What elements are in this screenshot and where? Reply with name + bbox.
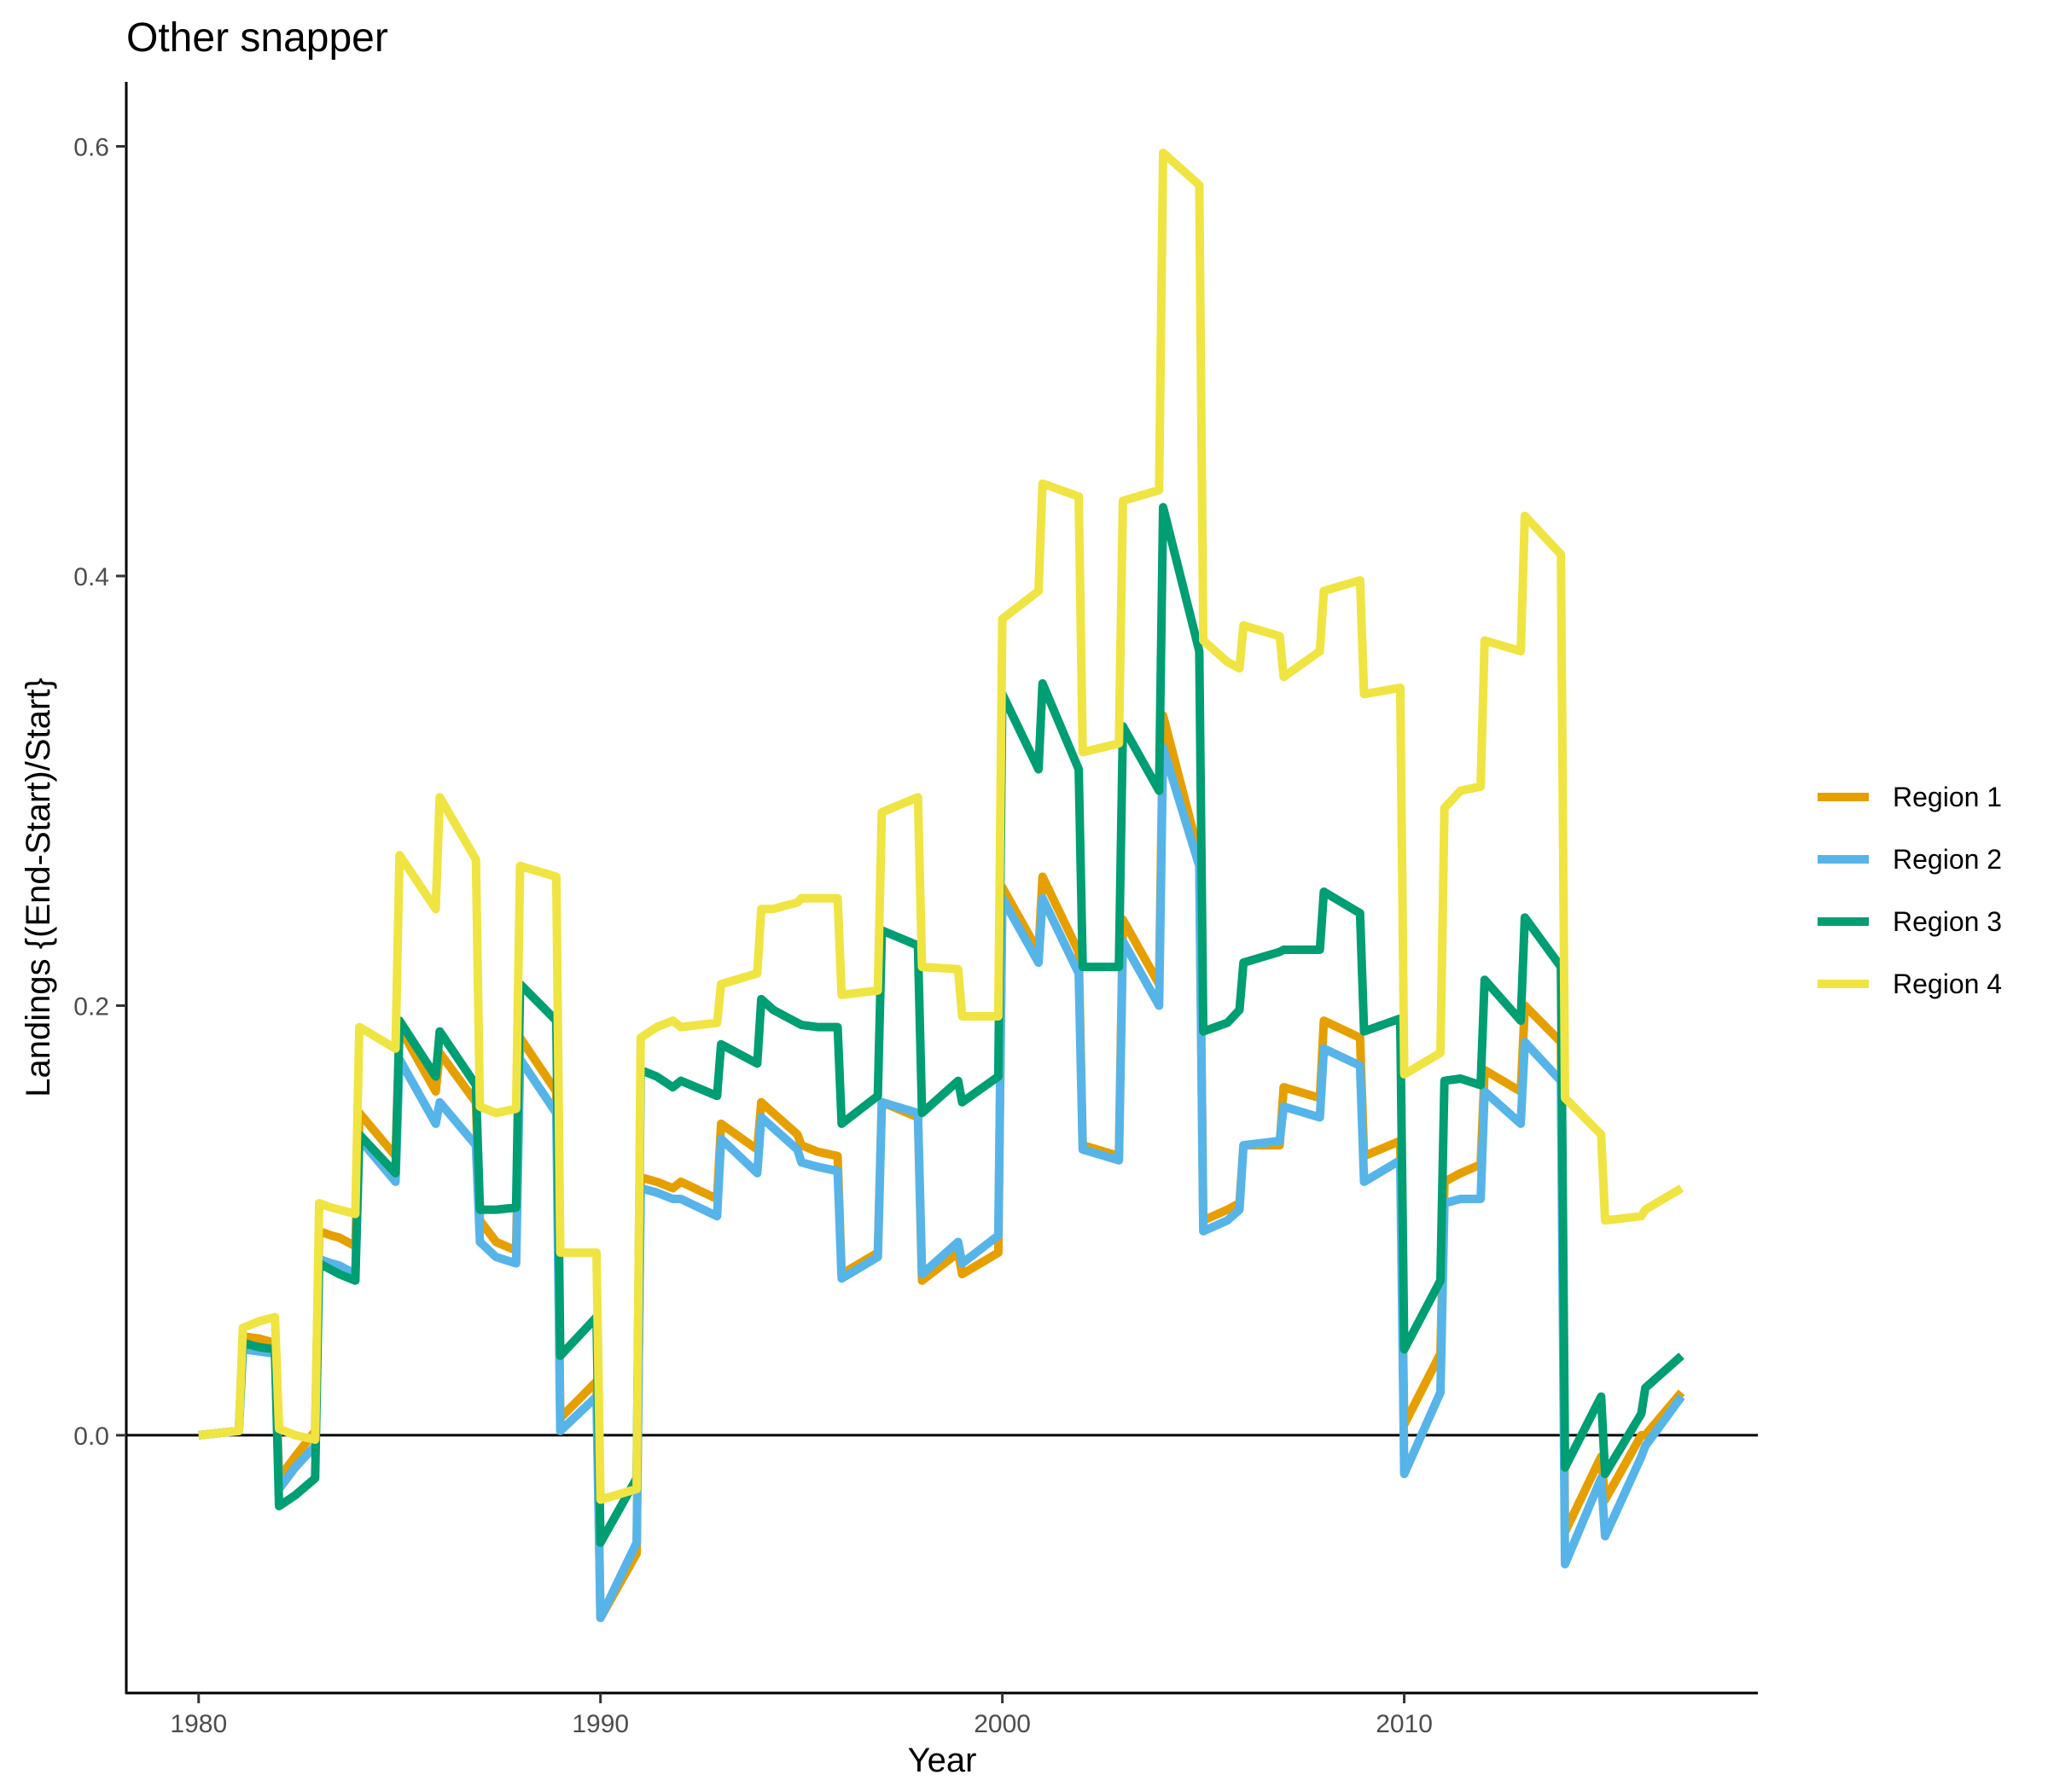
chart-title: Other snapper — [126, 15, 388, 61]
legend-item-region-2: Region 2 — [1818, 844, 2002, 875]
y-tick-label: 0.0 — [73, 1423, 109, 1451]
y-axis-title: Landings {(End-Start)/Start} — [20, 678, 57, 1097]
legend-item-region-1: Region 1 — [1818, 782, 2002, 812]
x-ticks: 1980 1990 2000 2010 — [170, 1693, 1433, 1738]
series-line-region-3 — [198, 503, 1684, 1547]
x-axis-title: Year — [908, 1742, 977, 1779]
y-tick-label: 0.4 — [73, 563, 109, 591]
y-tick-label: 0.2 — [73, 992, 109, 1021]
plot-area: 1980 1990 2000 2010 0.0 0.2 0.4 0.6 — [73, 82, 1758, 1738]
series-line-region-1 — [198, 711, 1685, 1622]
series-line-region-2 — [198, 743, 1685, 1622]
legend-label: Region 2 — [1893, 844, 2002, 875]
x-tick-label: 2000 — [974, 1710, 1031, 1738]
legend-item-region-4: Region 4 — [1818, 969, 2002, 999]
y-ticks: 0.0 0.2 0.4 0.6 — [73, 134, 126, 1451]
legend-item-region-3: Region 3 — [1818, 906, 2002, 937]
y-tick-label: 0.6 — [73, 134, 109, 162]
legend-label: Region 4 — [1893, 969, 2002, 999]
legend: Region 1 Region 2 Region 3 Region 4 — [1818, 782, 2002, 999]
x-tick-label: 2010 — [1376, 1710, 1433, 1738]
legend-label: Region 3 — [1893, 906, 2002, 937]
legend-label: Region 1 — [1893, 782, 2002, 812]
x-tick-label: 1980 — [170, 1710, 227, 1738]
x-tick-label: 1990 — [572, 1710, 629, 1738]
series-line-region-4 — [198, 148, 1684, 1504]
series-lines — [198, 148, 1685, 1622]
